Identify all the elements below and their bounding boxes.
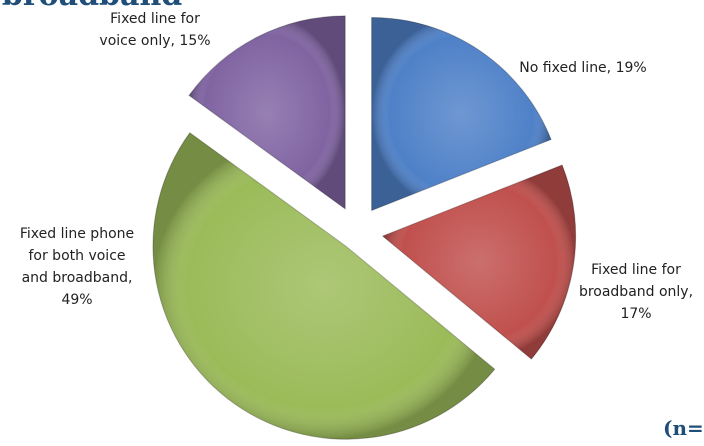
pie-slice-shading-1 [382,165,576,360]
pie-slice-shading-2 [152,132,495,440]
sample-size-note-fragment: (n= [663,416,704,440]
slice-label-1: Fixed line for broadband only, 17% [579,262,693,322]
slice-label-line: 49% [61,292,92,308]
chart-title-fragment: l broadband [0,0,182,13]
slice-label-line: for both voice [28,248,125,264]
pie-slice-shading-0 [371,17,552,211]
slice-label-line: 17% [620,306,651,322]
pie-slice-shading-3 [189,15,346,209]
slice-label-line: and broadband, [22,270,133,286]
slice-label-2: Fixed line phone for both voice and broadb… [20,226,134,308]
slice-label-line: Fixed line phone [20,226,134,242]
slice-label-line: Fixed line for [591,262,681,278]
slice-label-line: No fixed line, 19% [519,60,646,76]
slice-label-line: broadband only, [579,284,693,300]
slice-label-line: voice only, 15% [99,33,210,49]
slice-label-line: Fixed line for [110,11,200,27]
slice-label-0: No fixed line, 19% [519,60,646,76]
slice-label-3: Fixed line for voice only, 15% [99,11,210,49]
